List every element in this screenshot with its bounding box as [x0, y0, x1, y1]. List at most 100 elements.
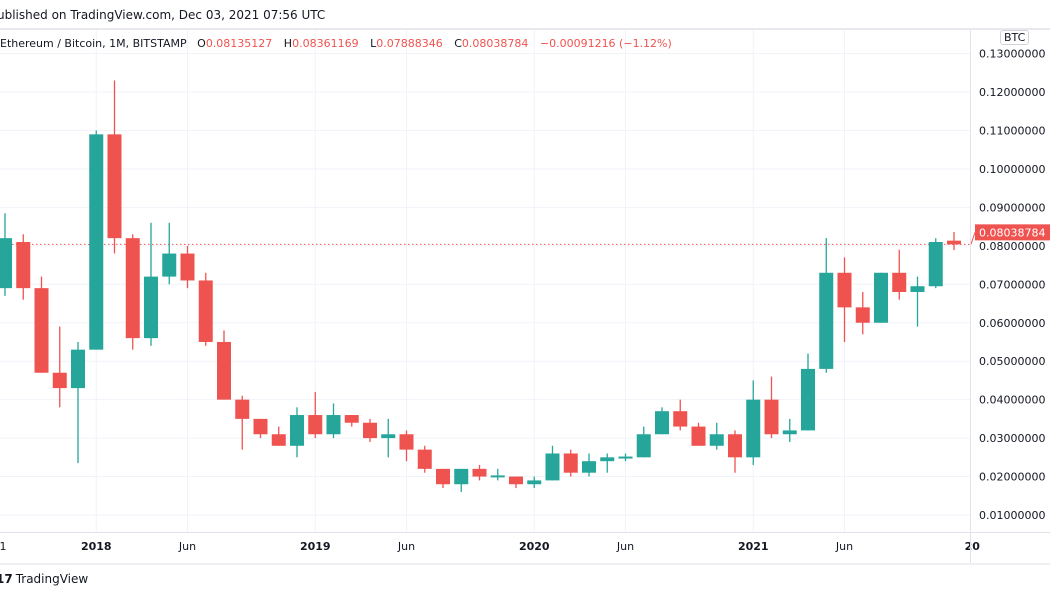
change-value: −0.00091216 (−1.12%) [539, 37, 672, 50]
candle-body [89, 134, 104, 350]
candle [509, 476, 523, 489]
tradingview-logo[interactable]: 17 TradingView [0, 572, 88, 586]
candle-body [947, 240, 961, 245]
ohlc-legend: Ethereum / Bitcoin, 1M, BITSTAMP O0.0813… [0, 37, 680, 50]
candle-body [691, 426, 706, 446]
candle [34, 276, 49, 373]
candle [144, 222, 158, 346]
candle [928, 238, 943, 289]
candle [892, 249, 907, 300]
candle [52, 326, 67, 408]
candle [326, 403, 341, 439]
candle [728, 430, 742, 473]
close-value: 0.08038784 [461, 37, 529, 50]
candle [691, 422, 706, 446]
candle [436, 468, 450, 489]
candle-body [16, 242, 31, 289]
x-tick-label: 2018 [81, 540, 112, 553]
candle [180, 245, 195, 289]
x-tick-label: 20 [965, 540, 981, 553]
x-tick-label: 2020 [519, 540, 550, 553]
y-tick-label: 0.04000000 [979, 394, 1045, 407]
candle [563, 449, 578, 477]
candle-body [308, 415, 323, 435]
candle-body [363, 422, 377, 439]
candle-body [436, 468, 450, 485]
symbol-title[interactable]: Ethereum / Bitcoin, 1M, BITSTAMP [0, 37, 187, 50]
footer-divider [0, 563, 1050, 565]
candle-body [107, 134, 122, 239]
candle [271, 426, 286, 446]
candle-body [655, 411, 669, 435]
time-axis-divider [0, 532, 1050, 533]
candle-body [144, 276, 158, 339]
candle [673, 399, 688, 431]
candle [855, 291, 870, 335]
candle-body [928, 242, 943, 287]
candle-body [892, 272, 907, 292]
candle [454, 468, 469, 492]
y-tick-label: 0.06000000 [979, 317, 1045, 330]
candle [198, 272, 213, 346]
low-label: L [370, 37, 377, 50]
candle [344, 415, 359, 427]
candle [399, 430, 414, 462]
candle-body [235, 399, 250, 419]
candle [709, 422, 724, 450]
candle [308, 391, 323, 439]
logo-text: TradingView [15, 572, 89, 586]
candle-body [180, 253, 195, 281]
candle-body [819, 272, 834, 369]
candle-body [52, 372, 67, 389]
candle-body [125, 238, 140, 339]
x-tick-label: Jun [616, 540, 634, 553]
candle-body [344, 415, 359, 423]
x-tick-label: Jun [178, 540, 196, 553]
candle-body [600, 457, 615, 462]
candle [89, 130, 104, 350]
last-price-tag [975, 224, 1050, 241]
candle [764, 376, 779, 439]
candle-body [381, 434, 396, 439]
y-tick-label: 0.09000000 [979, 201, 1045, 214]
y-tick-label: 0.13000000 [979, 48, 1045, 61]
candle-body [910, 286, 925, 292]
last-price-connector [970, 232, 976, 245]
candle-body [490, 475, 505, 478]
candle [125, 234, 140, 350]
candle [363, 418, 377, 442]
candle-body [472, 468, 487, 477]
candle [162, 222, 177, 285]
x-tick-label: Jun [835, 540, 853, 553]
candle-body [582, 461, 596, 473]
candle [381, 418, 396, 458]
candle [545, 445, 560, 481]
candle-body [326, 415, 341, 435]
candle-body [837, 272, 852, 308]
y-tick-label: 0.11000000 [979, 125, 1045, 138]
candle [0, 213, 12, 296]
candle [16, 234, 31, 300]
candle-body [198, 280, 213, 342]
candle [746, 380, 761, 466]
candlestick-chart[interactable]: 0.13000000 0.12000000 0.11000000 0.10000000… [0, 30, 1050, 565]
x-tick-label: 1 [0, 540, 7, 553]
candle-body [509, 476, 523, 485]
candle [782, 418, 797, 442]
candle [801, 353, 815, 431]
candle [582, 453, 596, 477]
candle [947, 231, 961, 251]
candle-body [527, 480, 542, 485]
currency-badge[interactable]: BTC [1000, 30, 1030, 45]
y-tick-label: 0.01000000 [979, 509, 1045, 522]
last-price-label: 0.08038784 [979, 226, 1045, 239]
candle-body [71, 349, 85, 389]
y-tick-label: 0.10000000 [979, 163, 1045, 176]
candle-body [636, 434, 651, 458]
candle-body [271, 434, 286, 446]
candle-body [0, 238, 12, 289]
low-value: 0.07888346 [376, 37, 443, 50]
tradingview-logo-icon: 17 [0, 572, 13, 586]
candle [235, 395, 250, 450]
candle [490, 468, 505, 481]
